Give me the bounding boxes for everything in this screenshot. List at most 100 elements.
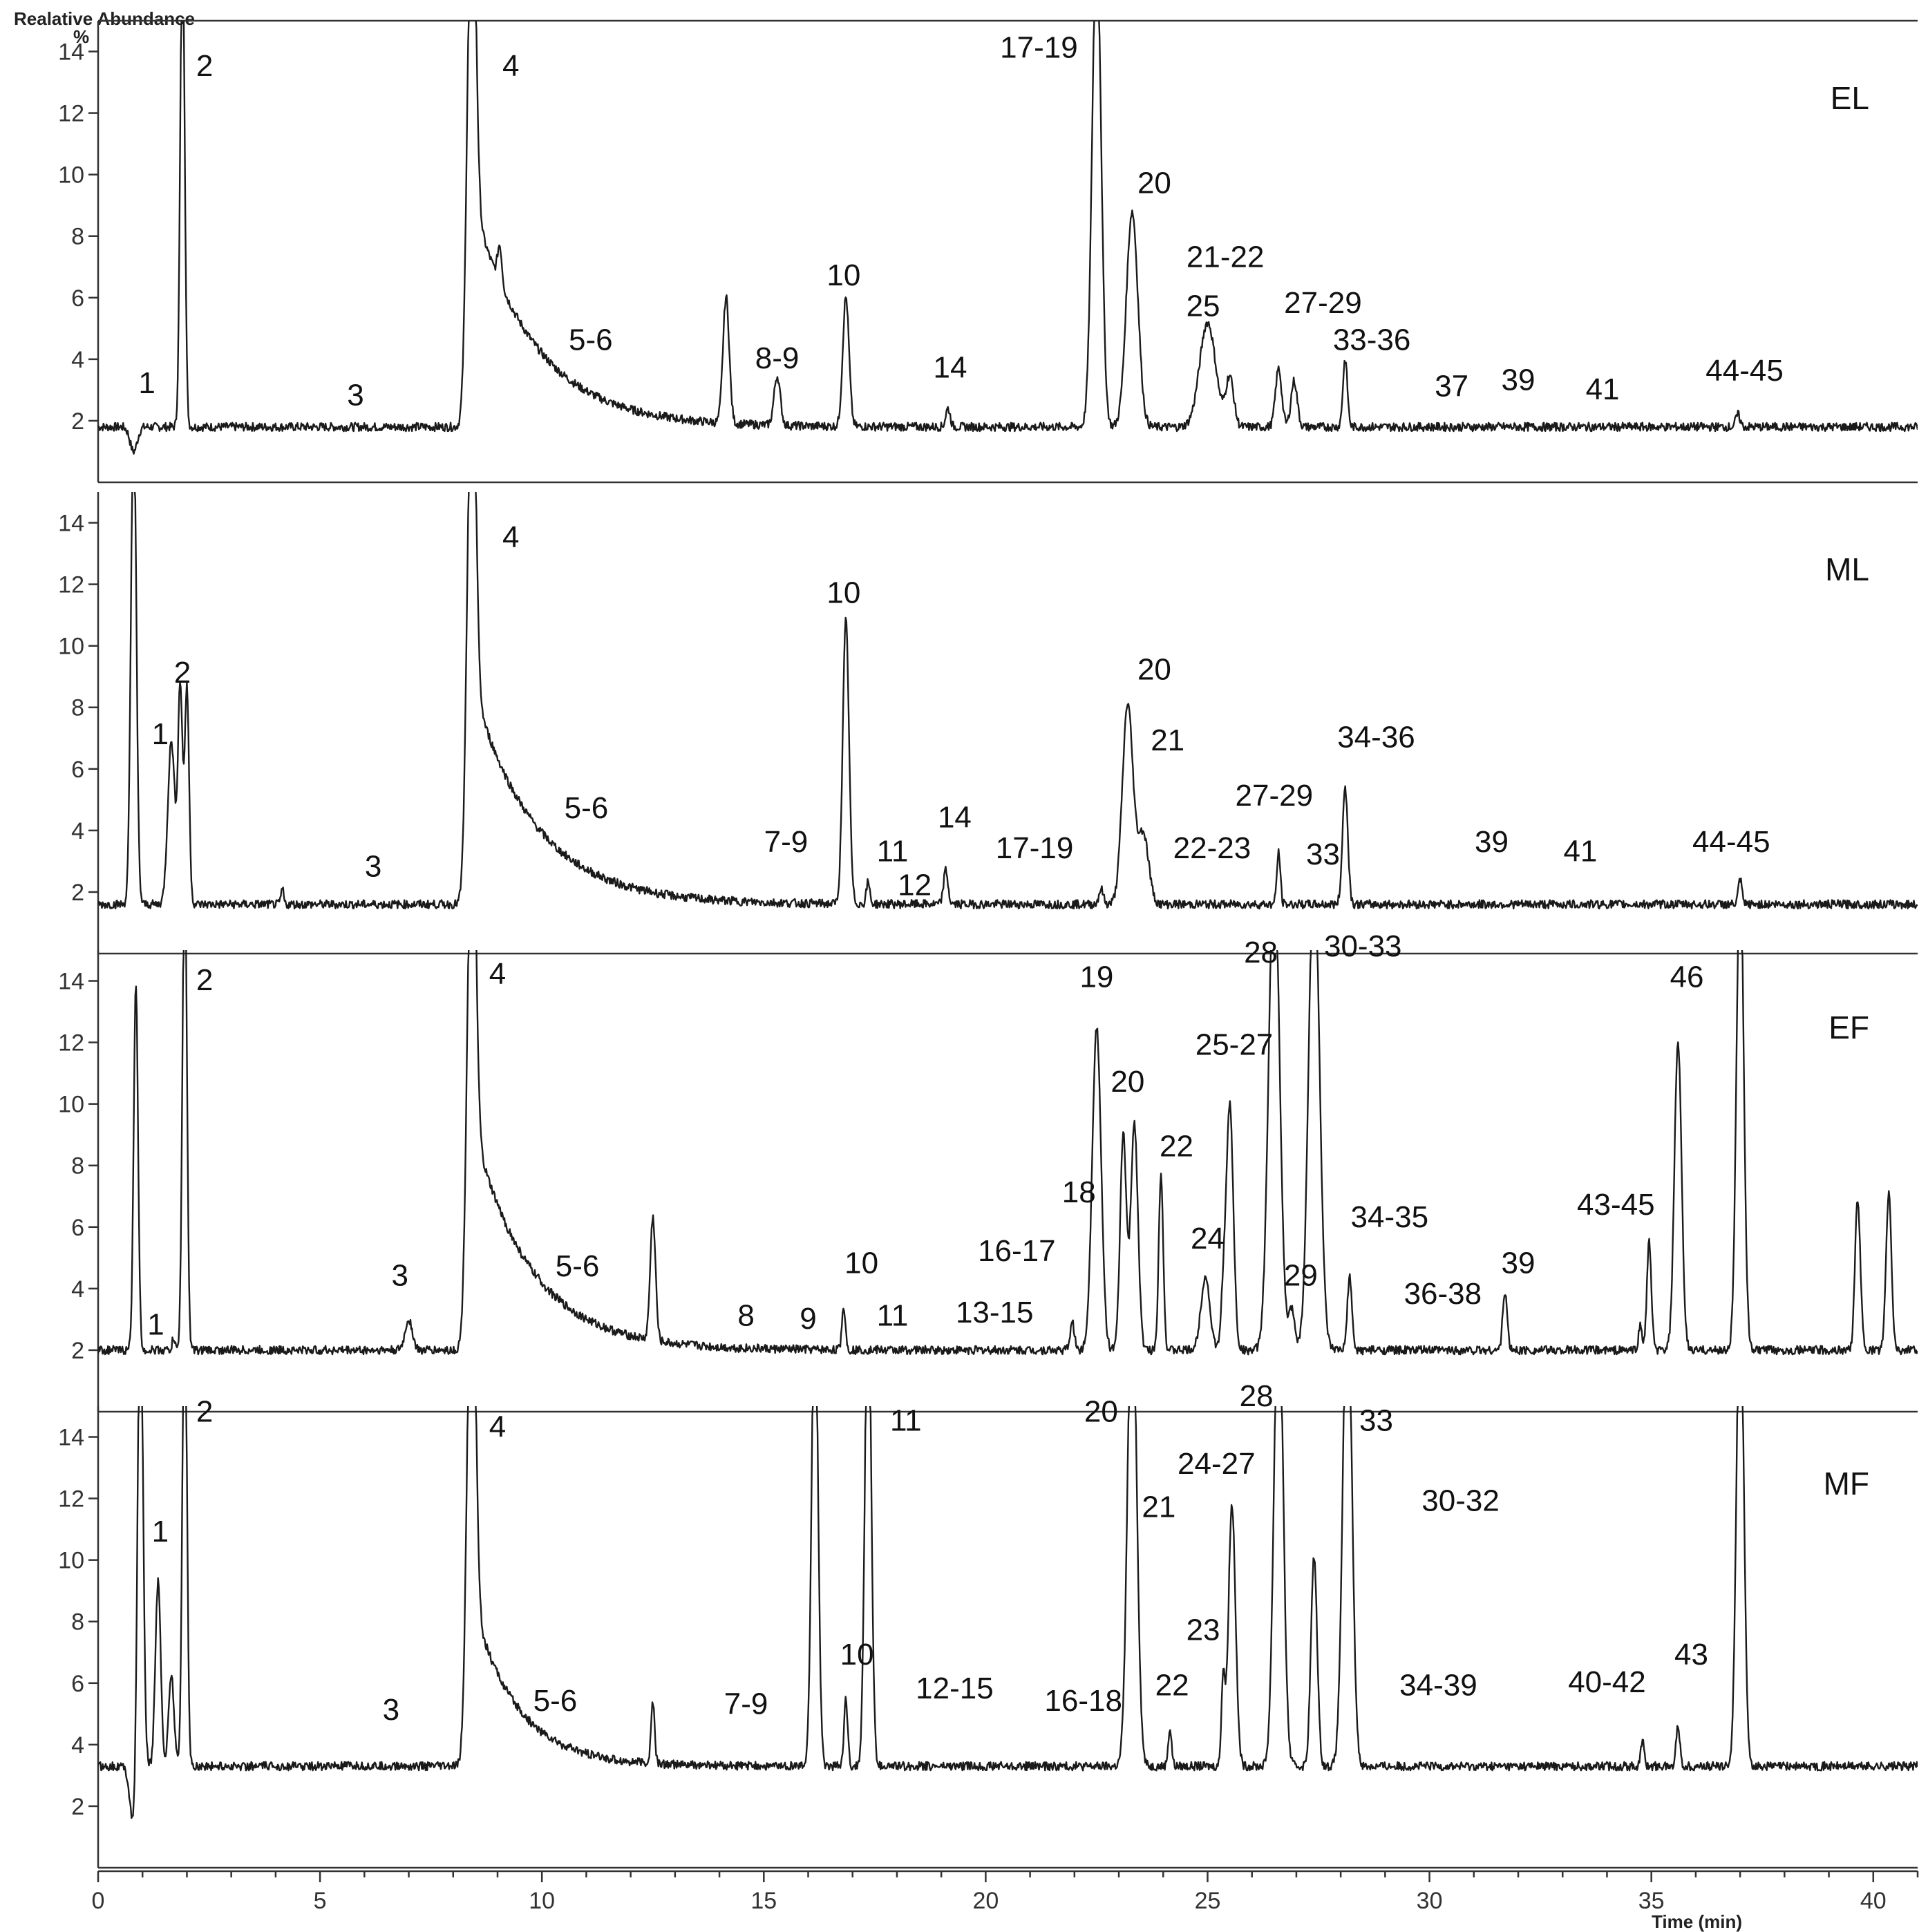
- peak-label: 40-42: [1568, 1665, 1646, 1699]
- peak-label: 20: [1137, 166, 1171, 200]
- y-tick-label: 6: [71, 1215, 84, 1241]
- y-tick-label: 2: [71, 1338, 84, 1364]
- peak-label: 39: [1502, 1247, 1535, 1280]
- peak-label: 4: [502, 49, 519, 83]
- y-tick-label: 4: [71, 1732, 84, 1759]
- peak-label: 43-45: [1577, 1188, 1655, 1222]
- peak-label: 7-9: [764, 825, 809, 859]
- peak-label: 5-6: [565, 791, 609, 825]
- peak-label: 18: [1062, 1175, 1096, 1209]
- peak-label: 41: [1563, 834, 1597, 868]
- peak-label: 10: [826, 576, 860, 609]
- peak-label: 3: [391, 1258, 408, 1292]
- y-tick-label: 14: [58, 39, 84, 66]
- peak-label: 39: [1502, 363, 1535, 397]
- peak-label: 1: [152, 1515, 169, 1549]
- y-tick-label: 8: [71, 1609, 84, 1636]
- peak-label: 24: [1191, 1222, 1225, 1256]
- peak-label: 33: [1306, 837, 1340, 871]
- peak-label: 21-22: [1187, 240, 1265, 274]
- panel-title: MF: [1824, 1466, 1869, 1502]
- peak-label: 34-36: [1337, 721, 1415, 755]
- peak-label: 11: [877, 834, 909, 868]
- peak-label: 11: [890, 1404, 922, 1438]
- peak-label: 7-9: [724, 1687, 768, 1721]
- x-tick-label: 35: [1638, 1888, 1665, 1914]
- peak-label: 13-15: [956, 1296, 1034, 1329]
- y-tick-label: 2: [71, 408, 84, 435]
- peak-label: 3: [383, 1693, 399, 1727]
- peak-label: 1: [147, 1308, 164, 1342]
- y-tick-label: 8: [71, 224, 84, 250]
- peak-label: 4: [489, 1410, 506, 1444]
- peak-label: 1: [152, 717, 169, 751]
- y-tick-label: 10: [58, 162, 84, 189]
- peak-label: 2: [174, 656, 191, 690]
- peak-label: 27-29: [1284, 286, 1362, 320]
- peak-label: 43: [1674, 1638, 1708, 1671]
- panel-title: EL: [1831, 80, 1869, 116]
- y-axis-label: Realative Abundance: [14, 8, 195, 29]
- x-tick-label: 30: [1417, 1888, 1443, 1914]
- peak-label: 14: [938, 800, 972, 834]
- y-tick-label: 10: [58, 1548, 84, 1574]
- x-tick-label: 15: [750, 1888, 777, 1914]
- peak-label: 5-6: [556, 1249, 600, 1283]
- trace-ml: [98, 492, 1918, 910]
- peak-label: 16-18: [1044, 1684, 1122, 1718]
- peak-label: 2: [196, 49, 213, 83]
- peak-label: 4: [489, 957, 506, 991]
- y-tick-label: 8: [71, 1153, 84, 1180]
- peak-label: 22: [1160, 1129, 1193, 1163]
- peak-label: 33: [1359, 1404, 1393, 1438]
- peak-label: 29: [1284, 1258, 1318, 1292]
- peak-label: 24-27: [1178, 1447, 1256, 1481]
- y-tick-label: 14: [58, 969, 84, 995]
- peak-label: 19: [1079, 960, 1113, 994]
- peak-label: 30-32: [1421, 1484, 1500, 1517]
- peak-label: 3: [365, 850, 381, 884]
- peak-label: 9: [800, 1302, 816, 1336]
- peak-label: 37: [1435, 369, 1468, 403]
- x-tick-label: 10: [529, 1888, 555, 1914]
- y-tick-label: 6: [71, 285, 84, 312]
- peak-label: 25-27: [1195, 1027, 1274, 1061]
- peak-label: 23: [1187, 1613, 1220, 1647]
- y-tick-label: 6: [71, 757, 84, 783]
- x-tick-label: 5: [314, 1888, 327, 1914]
- peak-label: 34-39: [1399, 1669, 1477, 1703]
- panel-title: ML: [1825, 551, 1869, 587]
- peak-label: 28: [1244, 936, 1278, 969]
- peak-label: 3: [347, 379, 363, 413]
- y-axis-unit: %: [73, 26, 89, 47]
- peak-label: 12-15: [916, 1671, 994, 1705]
- x-tick-label: 40: [1860, 1888, 1887, 1914]
- peak-label: 17-19: [996, 831, 1074, 865]
- peak-label: 34-35: [1351, 1200, 1429, 1234]
- y-tick-label: 2: [71, 880, 84, 906]
- trace-mf: [98, 1406, 1918, 1819]
- peak-label: 20: [1111, 1065, 1144, 1099]
- peak-label: 21: [1151, 723, 1184, 757]
- trace-el: [98, 21, 1918, 455]
- x-tick-label: 0: [92, 1888, 105, 1914]
- peak-label: 20: [1084, 1394, 1118, 1428]
- peak-label: 28: [1240, 1379, 1274, 1413]
- peak-label: 11: [877, 1298, 909, 1332]
- y-tick-label: 10: [58, 634, 84, 660]
- y-tick-label: 14: [58, 511, 84, 537]
- peak-label: 25: [1187, 290, 1220, 323]
- y-tick-label: 14: [58, 1425, 84, 1451]
- peak-label: 39: [1475, 825, 1509, 859]
- y-tick-label: 12: [58, 1030, 84, 1057]
- peak-label: 27-29: [1236, 779, 1314, 813]
- y-tick-label: 10: [58, 1092, 84, 1118]
- peak-label: 10: [840, 1638, 874, 1671]
- peak-label: 8: [737, 1298, 754, 1332]
- peak-label: 30-33: [1324, 929, 1402, 963]
- panel-title: EF: [1828, 1010, 1869, 1045]
- x-tick-label: 25: [1195, 1888, 1221, 1914]
